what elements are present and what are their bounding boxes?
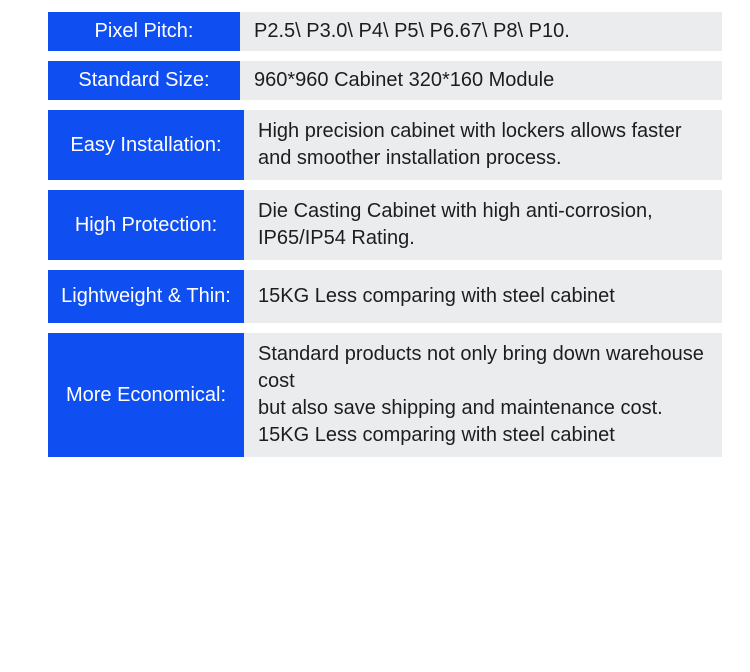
row-value-easy-installation: High precision cabinet with lockers allo… [244,110,722,180]
row-label-more-economical: More Economical: [48,333,244,457]
row-value-high-protection: Die Casting Cabinet with high anti-corro… [244,190,722,260]
table-row: High Protection: Die Casting Cabinet wit… [48,190,722,260]
row-value-pixel-pitch: P2.5\ P3.0\ P4\ P5\ P6.67\ P8\ P10. [240,12,722,51]
row-label-standard-size: Standard Size: [48,61,240,100]
table-row: More Economical: Standard products not o… [48,333,722,457]
row-label-high-protection: High Protection: [48,190,244,260]
row-value-more-economical: Standard products not only bring down wa… [244,333,722,457]
row-value-lightweight-thin: 15KG Less comparing with steel cabinet [244,270,722,323]
row-label-pixel-pitch: Pixel Pitch: [48,12,240,51]
spec-table: Pixel Pitch: P2.5\ P3.0\ P4\ P5\ P6.67\ … [48,12,722,457]
table-row: Standard Size: 960*960 Cabinet 320*160 M… [48,61,722,100]
row-value-standard-size: 960*960 Cabinet 320*160 Module [240,61,722,100]
row-label-easy-installation: Easy Installation: [48,110,244,180]
table-row: Lightweight & Thin: 15KG Less comparing … [48,270,722,323]
table-row: Pixel Pitch: P2.5\ P3.0\ P4\ P5\ P6.67\ … [48,12,722,51]
table-row: Easy Installation: High precision cabine… [48,110,722,180]
row-label-lightweight-thin: Lightweight & Thin: [48,270,244,323]
